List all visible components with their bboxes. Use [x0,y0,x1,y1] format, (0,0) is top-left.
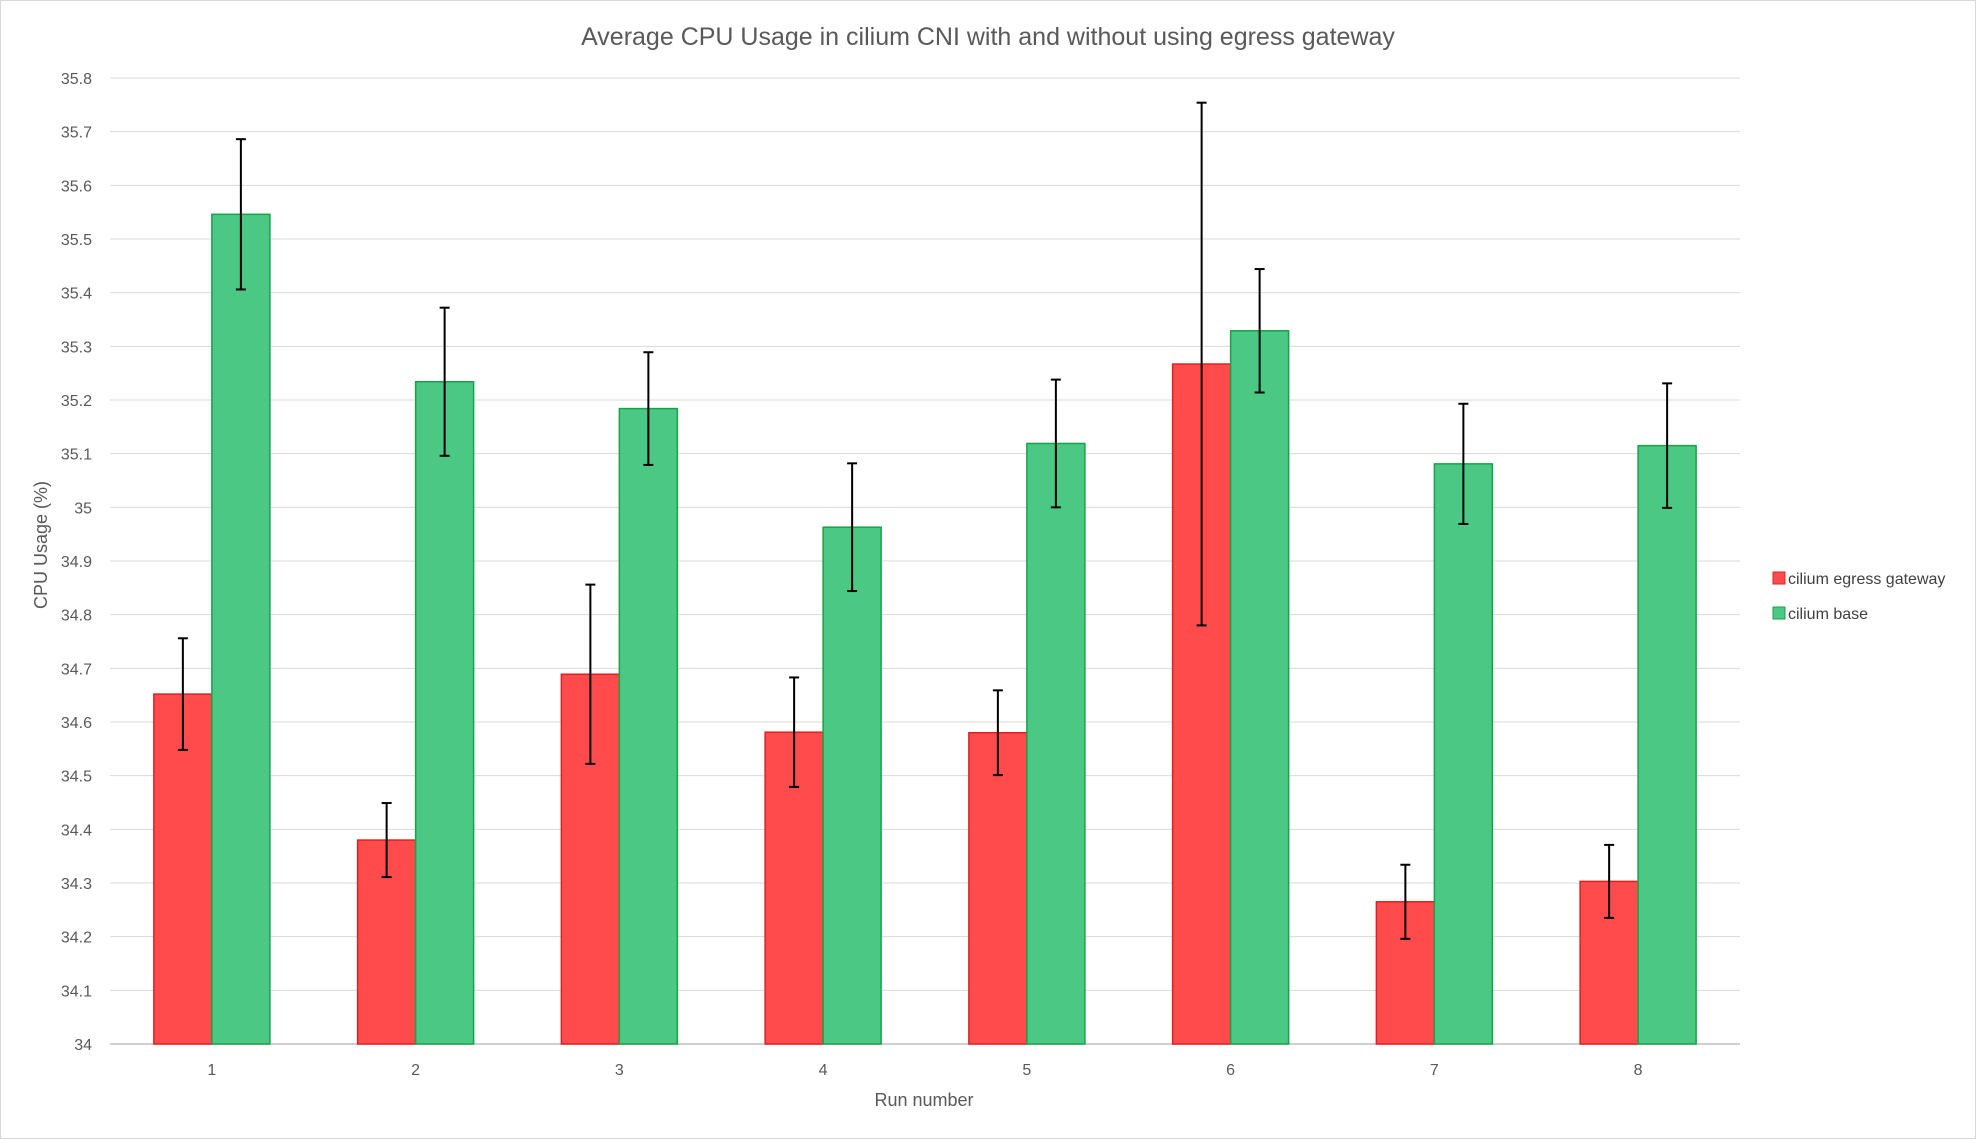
y-tick-label: 35.3 [61,339,92,356]
x-axis-title: Run number [874,1090,973,1110]
y-tick-label: 34 [74,1037,92,1054]
bar [1229,330,1290,1045]
chart-title: Average CPU Usage in cilium CNI with and… [581,23,1395,51]
x-tick-label: 7 [1430,1062,1439,1079]
y-tick-label: 35.4 [61,286,92,303]
y-tick-label: 34.1 [61,983,92,1000]
y-tick-label: 35 [74,500,92,517]
y-tick-label: 35.2 [61,393,92,410]
y-tick-label: 34.8 [61,608,92,625]
x-tick-label: 8 [1634,1062,1643,1079]
y-tick-label: 35.8 [61,71,92,88]
x-tick-label: 6 [1226,1062,1235,1079]
bar [618,407,679,1045]
x-tick-label: 3 [615,1062,624,1079]
x-axis-tick-labels: 1 2 3 4 5 6 7 8 [207,1062,1642,1079]
y-axis-tick-labels: 34 34.1 34.2 34.3 34.4 34.5 34.6 34.7 34.8 34.9 35… [61,71,92,1054]
bar [1026,442,1086,1045]
x-tick-label: 2 [411,1062,420,1079]
legend-label: cilium egress gateway [1788,571,1945,588]
y-tick-label: 34.9 [61,554,92,571]
legend-swatch [1772,571,1786,585]
bar [1637,444,1697,1045]
y-tick-label: 34.4 [61,822,92,839]
y-axis-title: CPU Usage (%) [31,481,51,609]
y-tick-label: 34.3 [61,876,92,893]
y-tick-label: 35.7 [61,125,92,142]
y-tick-label: 34.7 [61,661,92,678]
legend: cilium egress gateway cilium base [1772,571,1945,623]
legend-label: cilium base [1788,606,1868,623]
y-tick-label: 35.1 [61,447,92,464]
error-bars [177,101,1673,940]
y-tick-label: 34.5 [61,769,92,786]
bar [414,381,475,1045]
bar [822,526,882,1045]
x-tick-label: 1 [207,1062,216,1079]
y-tick-label: 34.2 [61,930,92,947]
y-tick-label: 35.5 [61,232,92,249]
x-tick-label: 5 [1022,1062,1031,1079]
bar [211,213,271,1045]
bar [968,731,1028,1045]
bar [153,693,213,1045]
x-tick-label: 4 [819,1062,828,1079]
y-tick-label: 35.6 [61,178,92,195]
y-tick-label: 34.6 [61,715,92,732]
bar [1433,463,1494,1045]
legend-swatch [1772,606,1786,620]
